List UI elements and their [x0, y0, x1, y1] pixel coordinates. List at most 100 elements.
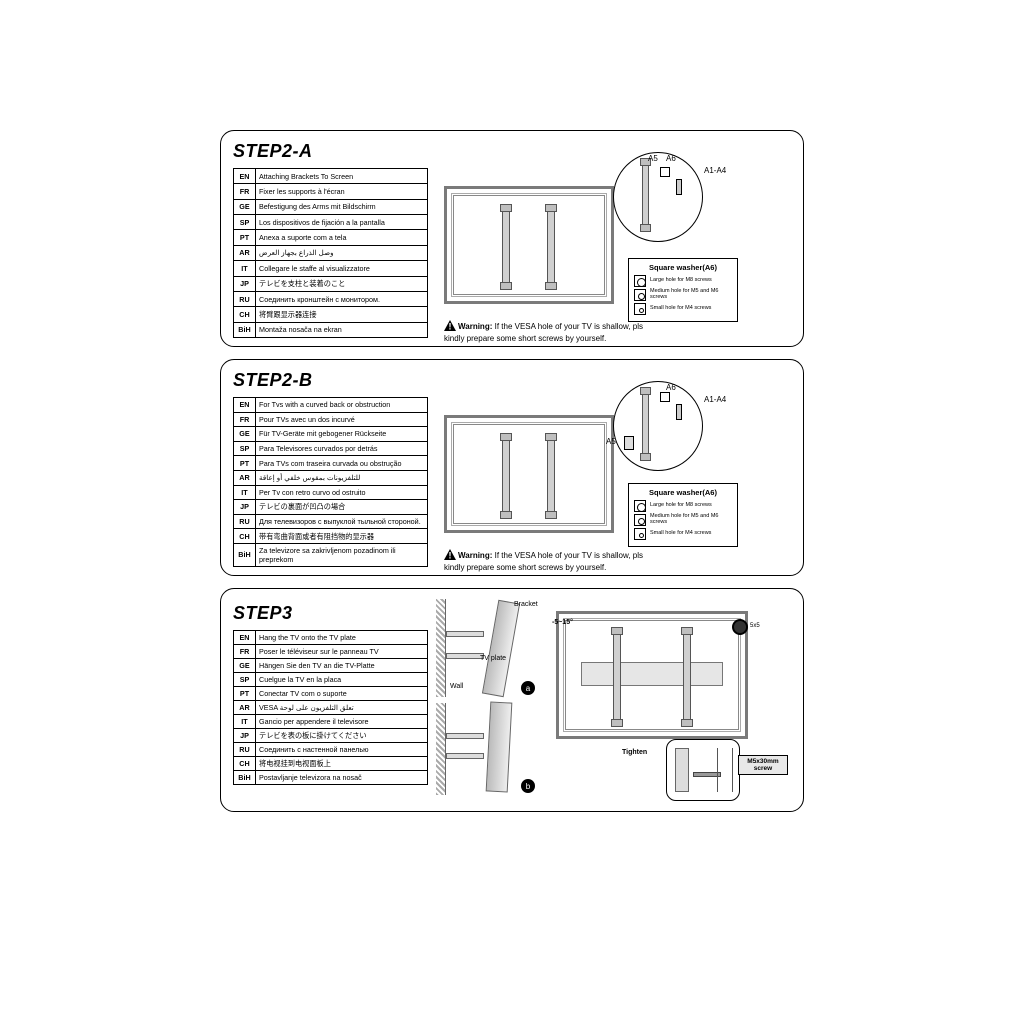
step2b-content: ENFor Tvs with a curved back or obstruct… — [233, 397, 791, 567]
svg-text:!: ! — [449, 551, 452, 561]
table-row: CH将电视挂到电视面板上 — [234, 757, 428, 771]
lang-text: Montaža nosača na ekran — [256, 322, 428, 337]
warning-icon: ! — [444, 320, 456, 334]
label-tvplate: TV plate — [480, 655, 506, 662]
lang-text: للتلفزيونات بمقوس خلفي أو إعاقة — [256, 470, 428, 485]
lang-code: JP — [234, 500, 256, 515]
lang-text: Conectar TV com o suporte — [256, 687, 428, 701]
table-row: ITGancio per appendere il televisore — [234, 715, 428, 729]
detail-spacer-b — [624, 436, 634, 450]
lang-code: SP — [234, 215, 256, 230]
washer-row: Small hole for M4 screws — [634, 528, 732, 540]
detail-washer-b — [660, 392, 670, 402]
lang-code: GE — [234, 427, 256, 442]
table-row: ARللتلفزيونات بمقوس خلفي أو إعاقة — [234, 470, 428, 485]
lang-text: Para Televisores curvados por detrás — [256, 441, 428, 456]
tilt-tv-a — [482, 600, 520, 697]
tighten-hexdrv — [717, 748, 733, 792]
lang-text: Соединить кронштейн с монитором. — [256, 291, 428, 306]
wall-hatch-a — [436, 599, 446, 697]
lang-code: FR — [234, 645, 256, 659]
detail-circle-b — [613, 381, 703, 471]
lang-code: PT — [234, 230, 256, 245]
lang-text: Hängen Sie den TV an die TV-Platte — [256, 659, 428, 673]
label-a14-b: A1-A4 — [704, 395, 726, 404]
hex-key-icon — [732, 619, 748, 635]
lang-text: Befestigung des Arms mit Bildschirm — [256, 199, 428, 214]
lang-code: AR — [234, 245, 256, 260]
lang-code: IT — [234, 261, 256, 276]
table-row: RUСоединить кронштейн с монитором. — [234, 291, 428, 306]
label-bracket: Bracket — [514, 601, 538, 608]
lang-code: FR — [234, 412, 256, 427]
detail-screw — [676, 179, 682, 195]
step2a-tbody: ENAttaching Brackets To ScreenFRFixer le… — [234, 169, 428, 338]
lang-text: Für TV-Geräte mit gebogener Rückseite — [256, 427, 428, 442]
lang-code: IT — [234, 715, 256, 729]
arm-a2 — [446, 653, 484, 659]
lang-code: RU — [234, 291, 256, 306]
washer-text: Small hole for M4 screws — [650, 306, 711, 312]
lang-text: 将臂跟显示器连接 — [256, 307, 428, 322]
lang-text: Fixer les supports à l'écran — [256, 184, 428, 199]
warning-line: !Warning: If the VESA hole of your TV is… — [444, 320, 664, 344]
lang-text: Pour TVs avec un dos incurvé — [256, 412, 428, 427]
label-hex: 5x5 — [750, 623, 760, 629]
lang-code: BiH — [234, 322, 256, 337]
washer-icon — [634, 303, 646, 315]
lang-code: EN — [234, 398, 256, 413]
bracket-bar-left — [502, 207, 510, 287]
washer-icon — [634, 528, 646, 540]
arm-b2 — [446, 753, 484, 759]
table-row: FRPour TVs avec un dos incurvé — [234, 412, 428, 427]
detail-bar-b — [642, 390, 649, 458]
washer-title: Square washer(A6) — [634, 263, 732, 272]
panel-step2a: STEP2-A ENAttaching Brackets To ScreenFR… — [220, 130, 804, 347]
lang-code: JP — [234, 729, 256, 743]
lang-text: Для телевизоров с выпуклой тыльной сторо… — [256, 514, 428, 529]
bracket-bar-left-b — [502, 436, 510, 516]
lang-text: VESA تعلق التلفزيون على لوحة — [256, 701, 428, 715]
washer-text: Medium hole for M5 and M6 screws — [650, 289, 732, 301]
label-tilt: -5~15° — [552, 619, 573, 626]
table-row: PTConectar TV com o suporte — [234, 687, 428, 701]
lang-text: テレビを表の板に掛けてください — [256, 729, 428, 743]
detail-screw-b — [676, 404, 682, 420]
detail-circle — [613, 152, 703, 242]
lang-text: وصل الذراع بجهاز العرض — [256, 245, 428, 260]
lang-code: CH — [234, 307, 256, 322]
step2b-tbody: ENFor Tvs with a curved back or obstruct… — [234, 398, 428, 567]
lang-text: Gancio per appendere il televisore — [256, 715, 428, 729]
warning-label-b: Warning: — [458, 551, 492, 560]
warning-label: Warning: — [458, 322, 492, 331]
step3-content: STEP3 ENHang the TV onto the TV plateFRP… — [233, 599, 791, 799]
label-a6-b: A6 — [666, 383, 676, 392]
table-row: ENFor Tvs with a curved back or obstruct… — [234, 398, 428, 413]
table-row: ENHang the TV onto the TV plate — [234, 631, 428, 645]
lang-code: RU — [234, 514, 256, 529]
side-view-b: b — [436, 703, 541, 795]
bracket-bar-right — [547, 207, 555, 287]
bracket-bar-right-b — [547, 436, 555, 516]
lang-code: AR — [234, 470, 256, 485]
table-row: SPLos dispositivos de fijación a la pant… — [234, 215, 428, 230]
tv-frame — [444, 186, 614, 304]
washer-legend-box-b: Square washer(A6) Large hole for M8 scre… — [628, 483, 738, 547]
table-row: ARوصل الذراع بجهاز العرض — [234, 245, 428, 260]
lang-code: BiH — [234, 543, 256, 566]
washer-row: Medium hole for M5 and M6 screws — [634, 514, 732, 526]
lang-code: PT — [234, 456, 256, 471]
label-a6: A6 — [666, 154, 676, 163]
washer-text: Large hole for M8 screws — [650, 278, 712, 284]
warning-line-b: !Warning: If the VESA hole of your TV is… — [444, 549, 664, 573]
lang-code: CH — [234, 757, 256, 771]
lang-text: Anexa a suporte com a tela — [256, 230, 428, 245]
washer-title-b: Square washer(A6) — [634, 488, 732, 497]
table-row: ARVESA تعلق التلفزيون على لوحة — [234, 701, 428, 715]
lang-text: For Tvs with a curved back or obstructio… — [256, 398, 428, 413]
step2a-diagram: A5 A6 A1-A4 Square washer(A6) Large hole… — [438, 168, 791, 338]
lang-code: EN — [234, 631, 256, 645]
label-a5: A5 — [648, 154, 658, 163]
lang-code: CH — [234, 529, 256, 544]
table-row: FRPoser le téléviseur sur le panneau TV — [234, 645, 428, 659]
